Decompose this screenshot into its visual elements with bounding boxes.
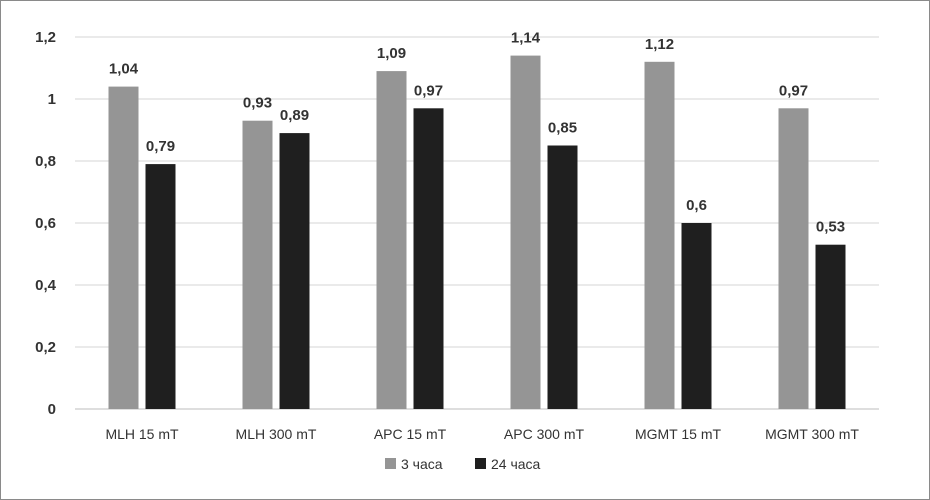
bar-series-2 (413, 108, 444, 410)
legend: 3 часа 24 часа (385, 456, 541, 472)
bar-series-2 (145, 164, 176, 409)
bar-series-1 (644, 61, 675, 410)
bar-series-1 (242, 120, 273, 409)
data-label: 0,53 (816, 219, 845, 236)
legend-label: 24 часа (491, 456, 541, 472)
bar-series-2 (547, 145, 578, 409)
bar-series-1 (376, 71, 407, 409)
x-tick-label: MGMT 15 mT (635, 426, 722, 442)
data-label: 1,14 (511, 30, 541, 47)
data-labels: 1,04 0,79 0,93 0,89 1,09 0,97 1,14 0,85 1,12 0,6 0… (109, 30, 845, 236)
legend-swatch (385, 458, 396, 469)
data-label: 0,97 (414, 82, 443, 99)
data-label: 1,04 (109, 61, 139, 78)
x-tick-label: MLH 15 mT (105, 426, 179, 442)
data-label: 0,85 (548, 120, 577, 137)
data-label: 0,97 (779, 82, 808, 99)
y-axis-ticks: 0 0,2 0,4 0,6 0,8 1 1,2 (35, 29, 57, 418)
data-label: 0,6 (686, 197, 707, 214)
y-tick-label: 1 (48, 91, 56, 108)
gridlines (75, 36, 879, 410)
bar-series-2 (815, 244, 846, 409)
data-label: 0,89 (280, 107, 309, 124)
x-tick-label: APC 300 mT (504, 426, 585, 442)
legend-swatch (475, 458, 486, 469)
bar-series-2 (279, 133, 310, 409)
y-tick-label: 0,2 (35, 339, 56, 356)
data-label: 1,09 (377, 45, 406, 62)
bar-series-1 (108, 86, 139, 409)
bar-series-1 (778, 108, 809, 410)
y-tick-label: 1,2 (35, 29, 56, 46)
y-tick-label: 0,4 (35, 277, 57, 294)
bar-series-1 (510, 55, 541, 409)
y-tick-label: 0,8 (35, 153, 56, 170)
data-label: 0,79 (146, 138, 175, 155)
x-axis-ticks: MLH 15 mT MLH 300 mT APC 15 mT APC 300 mT MG… (105, 426, 859, 442)
y-tick-label: 0,6 (35, 215, 56, 232)
x-tick-label: MLH 300 mT (236, 426, 317, 442)
bar-series-2 (681, 223, 712, 409)
x-tick-label: MGMT 300 mT (765, 426, 859, 442)
data-label: 1,12 (645, 36, 674, 53)
x-tick-label: APC 15 mT (374, 426, 447, 442)
data-label: 0,93 (243, 95, 272, 112)
y-tick-label: 0 (48, 401, 56, 418)
bars (108, 55, 846, 410)
legend-label: 3 часа (401, 456, 443, 472)
